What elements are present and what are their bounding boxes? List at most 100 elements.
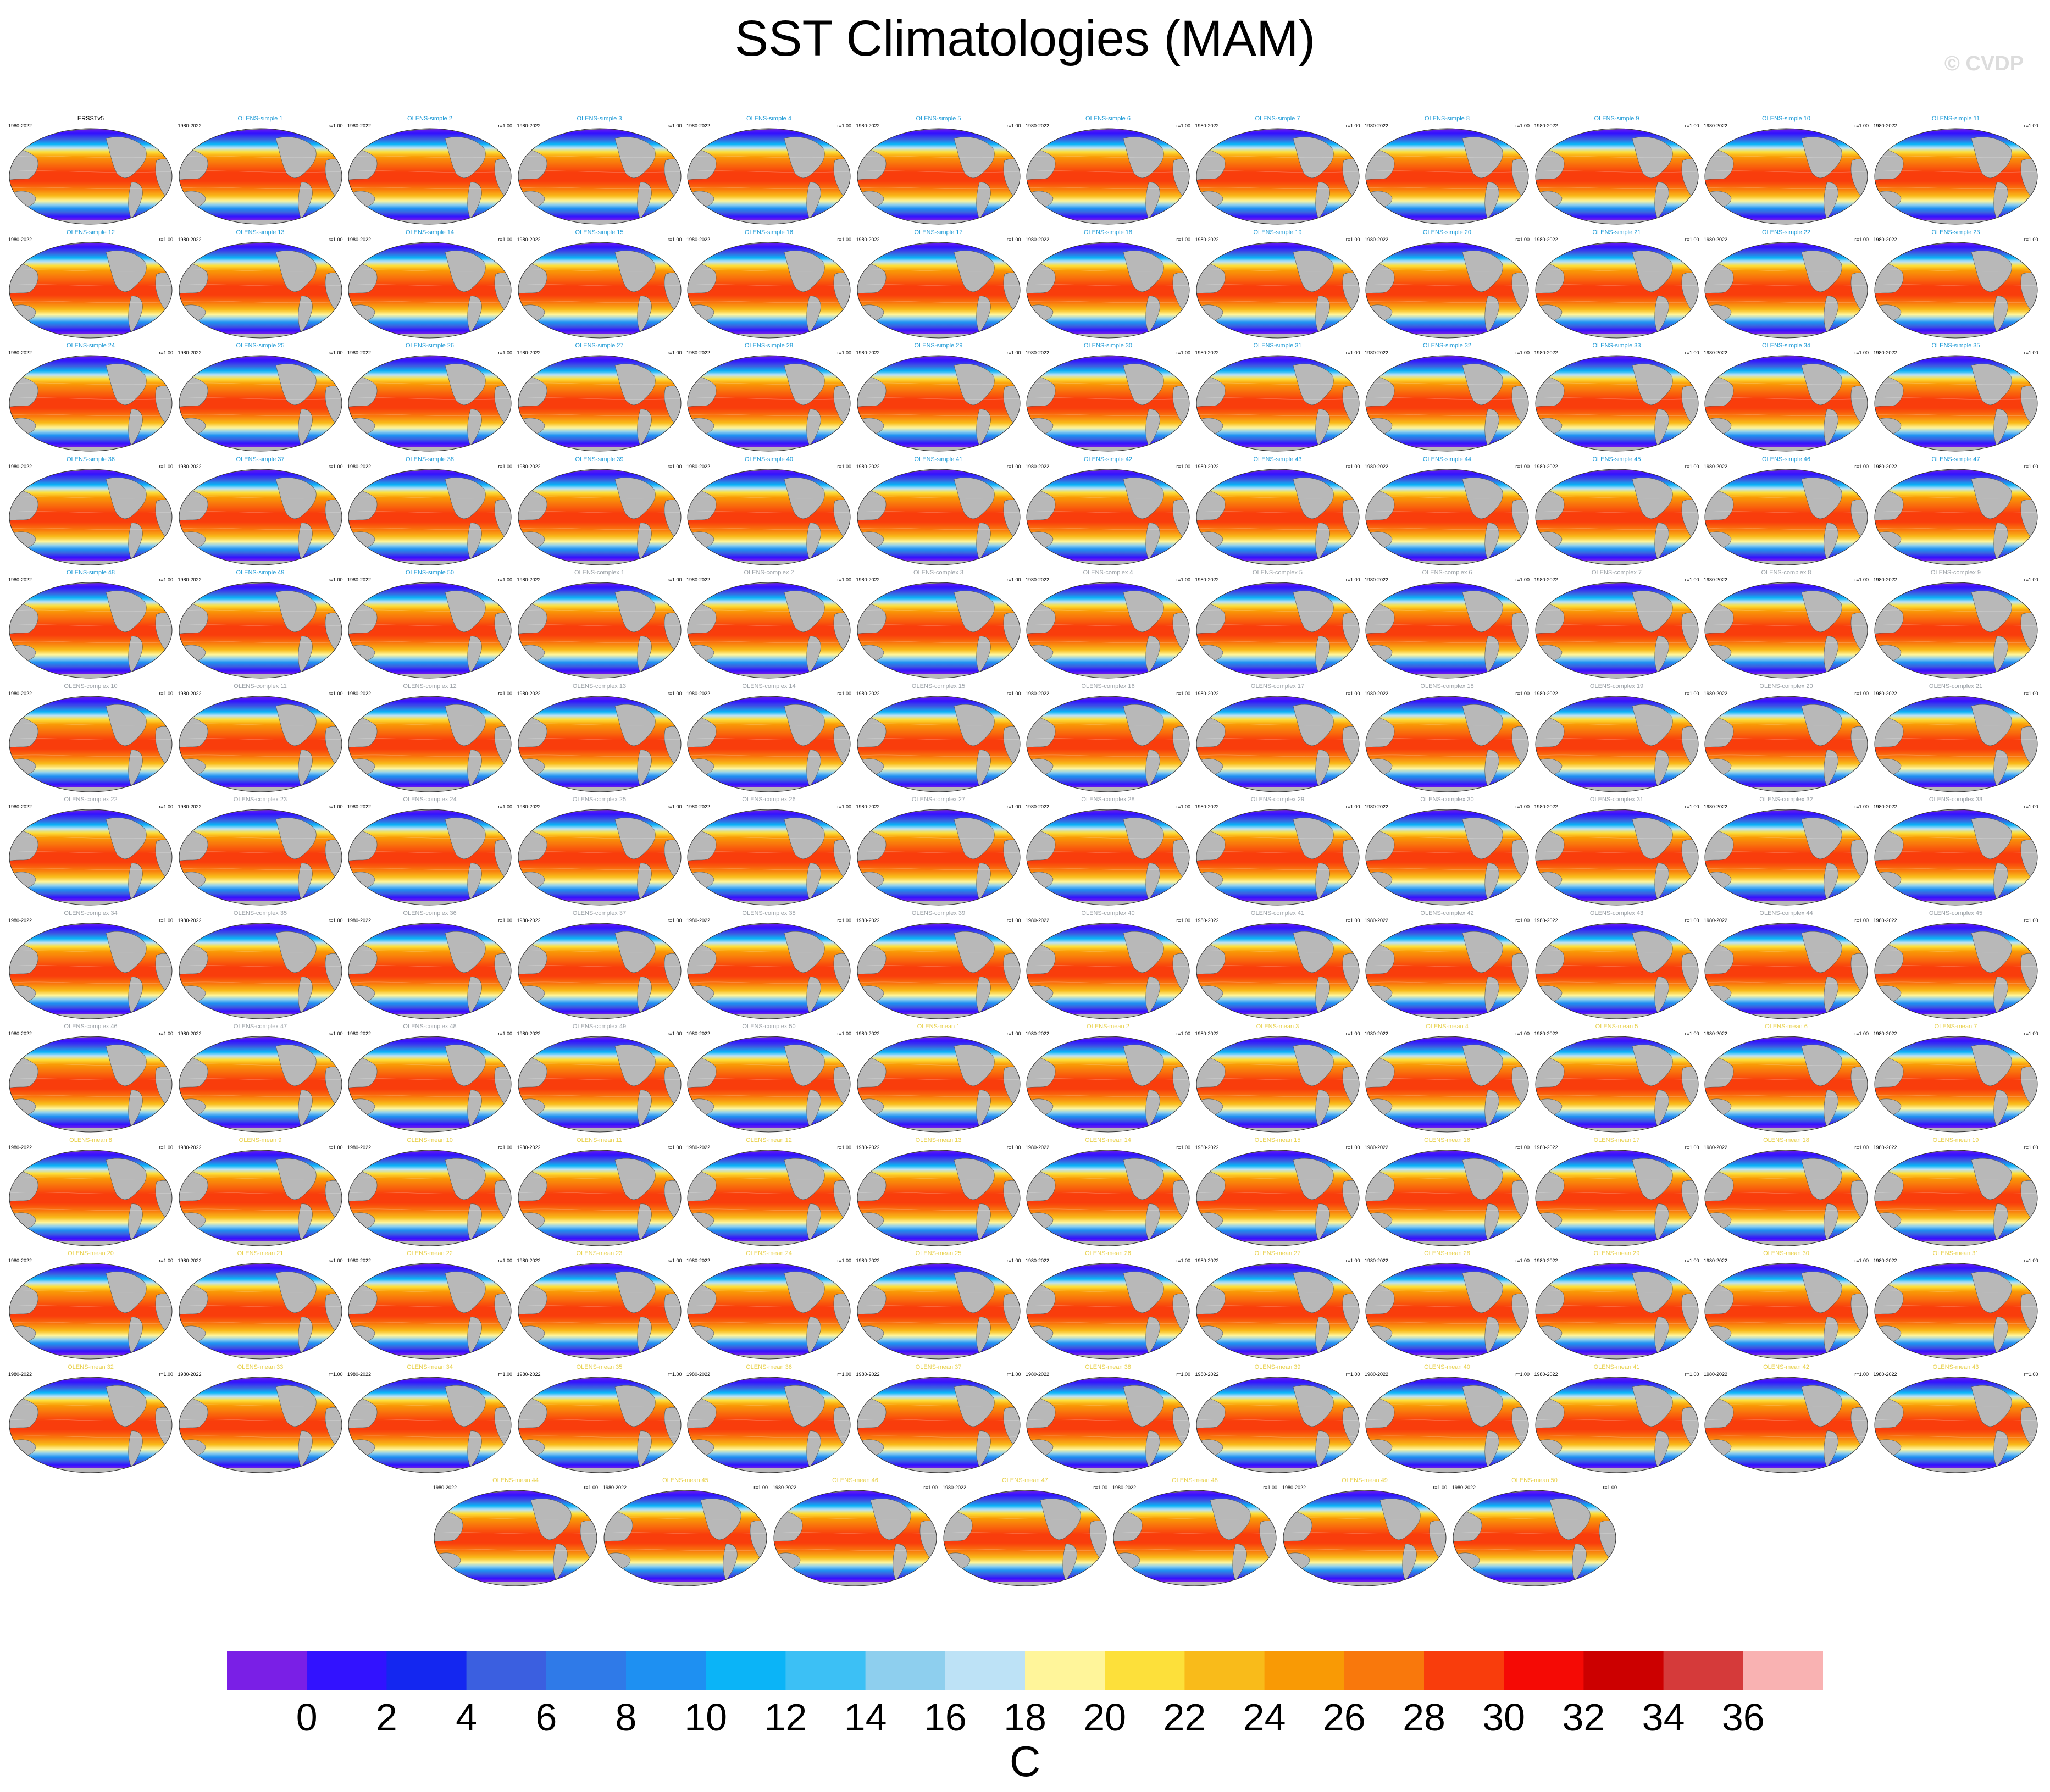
- panel-correlation: r=1.00: [1345, 690, 1360, 696]
- panel-name: OLENS-simple 18: [1083, 229, 1133, 236]
- panel-period: 1980-2022: [603, 1485, 627, 1490]
- sst-map: [687, 128, 851, 225]
- panel-correlation: r=1.00: [1685, 690, 1699, 696]
- panel-period: 1980-2022: [1704, 690, 1728, 696]
- sst-map: [1535, 1036, 1698, 1133]
- panel-name: OLENS-complex 50: [742, 1023, 796, 1030]
- colorbar-segment: [1583, 1651, 1664, 1690]
- sst-map: [1365, 696, 1529, 792]
- panel-correlation: r=1.00: [1006, 350, 1021, 356]
- panel-name: OLENS-complex 14: [742, 683, 796, 690]
- map-panel: OLENS-complex 11 1980-2022 r=1.00: [178, 683, 343, 792]
- sst-map: [857, 1263, 1020, 1360]
- sst-map: [518, 809, 681, 906]
- panel-correlation: r=1.00: [837, 350, 851, 356]
- map-panel: OLENS-mean 21 1980-2022 r=1.00: [178, 1250, 343, 1360]
- sst-map: [1365, 1150, 1529, 1246]
- sst-map: [1535, 1377, 1698, 1473]
- sst-map: [1704, 582, 1868, 679]
- sst-map: [857, 696, 1020, 792]
- panel-period: 1980-2022: [1026, 577, 1050, 582]
- map-panel: OLENS-simple 30 1980-2022 r=1.00: [1026, 342, 1190, 452]
- panel-name: OLENS-mean 26: [1085, 1250, 1131, 1257]
- panel-correlation: r=1.00: [1854, 1031, 1869, 1036]
- panel-correlation: r=1.00: [1515, 690, 1530, 696]
- map-panel: OLENS-mean 50 1980-2022 r=1.00: [1452, 1477, 1617, 1586]
- sst-map: [9, 1036, 173, 1133]
- map-panel: OLENS-complex 40 1980-2022 r=1.00: [1026, 910, 1190, 1019]
- panel-name: OLENS-complex 7: [1591, 569, 1642, 576]
- sst-map: [1535, 1263, 1698, 1360]
- map-panel: OLENS-simple 41 1980-2022 r=1.00: [856, 456, 1021, 565]
- figure-title: SST Climatologies (MAM): [734, 10, 1316, 66]
- sst-map: [1283, 1490, 1447, 1586]
- panel-correlation: r=1.00: [1685, 1371, 1699, 1377]
- panel-name: OLENS-simple 30: [1083, 342, 1133, 349]
- panel-correlation: r=1.00: [2024, 917, 2038, 923]
- colorbar-segment: [785, 1651, 866, 1690]
- map-panel: OLENS-simple 28 1980-2022 r=1.00: [686, 342, 851, 452]
- sst-map: [1196, 355, 1359, 452]
- map-panel: OLENS-mean 12 1980-2022 r=1.00: [686, 1137, 851, 1246]
- panel-correlation: r=1.00: [1176, 1144, 1190, 1150]
- panel-name: OLENS-complex 45: [1929, 909, 1983, 917]
- map-panel: OLENS-simple 23 1980-2022 r=1.00: [1874, 229, 2038, 338]
- panel-period: 1980-2022: [1195, 1258, 1219, 1263]
- panel-name: OLENS-mean 24: [746, 1250, 792, 1257]
- panel-correlation: r=1.00: [328, 236, 343, 242]
- panel-name: OLENS-simple 48: [66, 569, 115, 576]
- panel-name: OLENS-complex 16: [1081, 683, 1135, 690]
- map-panel: OLENS-complex 42 1980-2022 r=1.00: [1365, 910, 1530, 1019]
- sst-map: [857, 469, 1020, 565]
- panel-correlation: r=1.00: [328, 463, 343, 469]
- panel-correlation: r=1.00: [1685, 1144, 1699, 1150]
- sst-map: [518, 1377, 681, 1473]
- panel-correlation: r=1.00: [1006, 917, 1021, 923]
- panel-name: OLENS-mean 31: [1932, 1250, 1979, 1257]
- sst-map: [348, 469, 512, 565]
- sst-map: [518, 1263, 681, 1360]
- panel-name: OLENS-simple 46: [1761, 456, 1811, 463]
- panel-name: OLENS-simple 9: [1594, 115, 1639, 122]
- panel-period: 1980-2022: [178, 1144, 202, 1150]
- sst-map: [1026, 1036, 1190, 1133]
- panel-period: 1980-2022: [8, 463, 32, 469]
- panel-name: OLENS-simple 45: [1592, 456, 1641, 463]
- sst-map: [687, 1377, 851, 1473]
- colorbar-tick-label: 32: [1562, 1696, 1605, 1739]
- sst-map: [1026, 1263, 1190, 1360]
- panel-correlation: r=1.00: [837, 1144, 851, 1150]
- panel-name: OLENS-mean 19: [1932, 1136, 1979, 1144]
- colorbar-tick-label: 34: [1642, 1696, 1685, 1739]
- panel-name: OLENS-simple 14: [405, 229, 455, 236]
- sst-map: [348, 1150, 512, 1246]
- panel-correlation: r=1.00: [1685, 577, 1699, 582]
- panel-period: 1980-2022: [1534, 463, 1558, 469]
- panel-name: OLENS-complex 38: [742, 909, 796, 917]
- sst-map: [1026, 1150, 1190, 1246]
- panel-period: 1980-2022: [1195, 577, 1219, 582]
- map-panel: OLENS-mean 4 1980-2022 r=1.00: [1365, 1023, 1530, 1133]
- panel-name: OLENS-simple 22: [1761, 229, 1811, 236]
- colorbar-segment: [1504, 1651, 1584, 1690]
- sst-map: [857, 582, 1020, 679]
- sst-map: [9, 128, 173, 225]
- panel-period: 1980-2022: [1534, 1144, 1558, 1150]
- panel-period: 1980-2022: [1534, 917, 1558, 923]
- panel-period: 1980-2022: [1195, 236, 1219, 242]
- map-panel: OLENS-simple 17 1980-2022 r=1.00: [856, 229, 1021, 338]
- map-panel: OLENS-complex 49 1980-2022 r=1.00: [517, 1023, 682, 1133]
- panel-name: OLENS-simple 39: [575, 456, 624, 463]
- panel-period: 1980-2022: [8, 1031, 32, 1036]
- sst-map: [518, 242, 681, 338]
- map-panel: OLENS-mean 14 1980-2022 r=1.00: [1026, 1137, 1190, 1246]
- panel-name: OLENS-complex 19: [1589, 683, 1644, 690]
- map-panel: OLENS-complex 34 1980-2022 r=1.00: [8, 910, 173, 1019]
- panel-period: 1980-2022: [1873, 1031, 1897, 1036]
- panel-name: OLENS-complex 35: [233, 909, 287, 917]
- map-panel: OLENS-simple 3 1980-2022 r=1.00: [517, 115, 682, 225]
- panel-period: 1980-2022: [856, 236, 880, 242]
- sst-map: [1196, 582, 1359, 679]
- panel-correlation: r=1.00: [159, 236, 173, 242]
- panel-correlation: r=1.00: [1006, 1031, 1021, 1036]
